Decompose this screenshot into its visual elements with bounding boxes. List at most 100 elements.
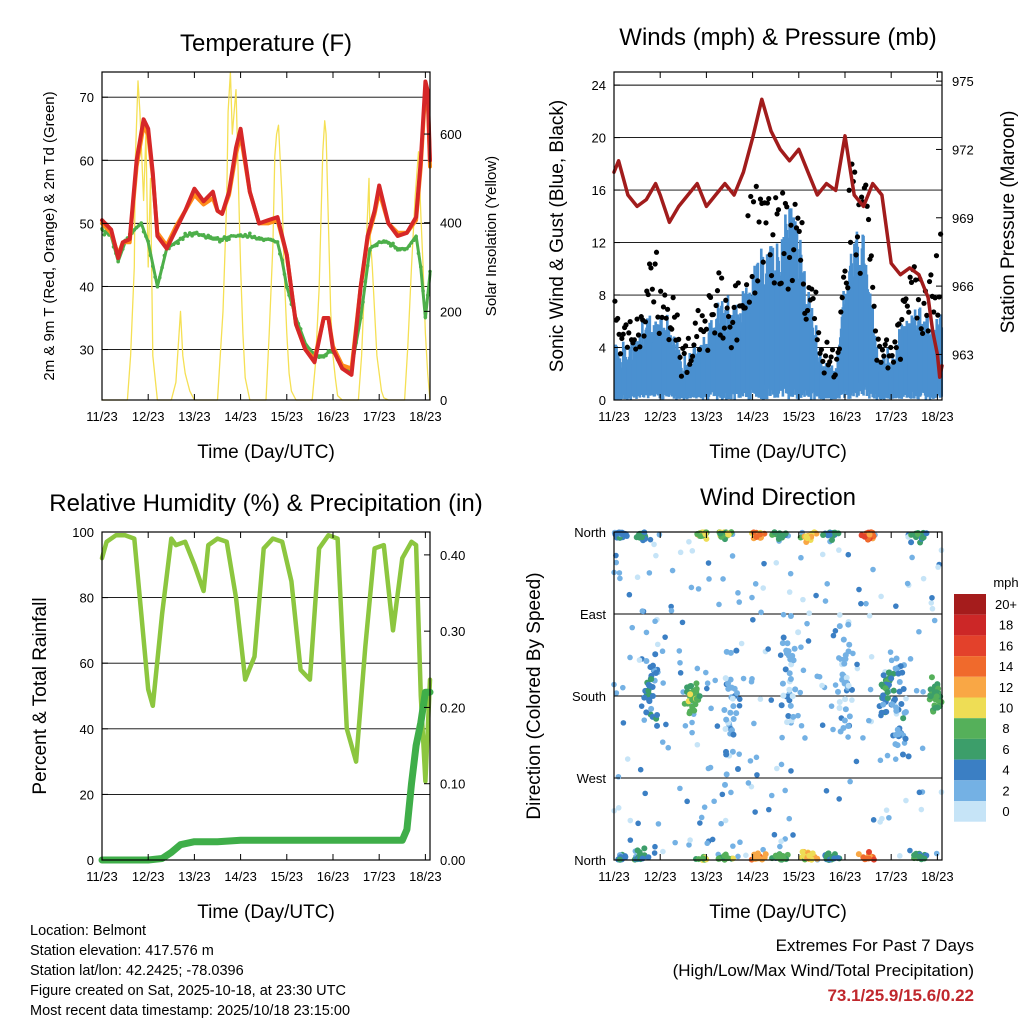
gust-point	[746, 299, 752, 305]
dewpoint-point	[405, 246, 409, 251]
direction-point	[902, 709, 909, 716]
direction-point	[652, 843, 658, 850]
direction-point	[892, 756, 899, 762]
direction-point	[836, 704, 843, 711]
y-tick-label: 20	[592, 131, 606, 146]
direction-point	[771, 831, 778, 838]
direction-point	[790, 832, 796, 838]
direction-point	[832, 628, 839, 634]
direction-point	[704, 680, 711, 687]
gust-point	[670, 295, 676, 301]
legend-label: 16	[999, 638, 1013, 653]
gust-point	[681, 350, 687, 357]
dewpoint-point	[416, 251, 421, 256]
direction-point	[847, 778, 853, 785]
gust-point	[727, 324, 733, 330]
direction-point	[916, 789, 923, 796]
direction-point	[672, 839, 678, 846]
direction-point	[730, 843, 736, 849]
wind-direction-gridlines	[614, 531, 942, 861]
direction-point	[642, 790, 648, 797]
dewpoint-point	[227, 237, 231, 242]
direction-point	[736, 696, 743, 702]
gust-point	[892, 339, 898, 345]
direction-point	[716, 601, 722, 608]
direction-point	[780, 611, 787, 618]
direction-point	[849, 697, 855, 703]
direction-point	[886, 814, 892, 821]
direction-point	[883, 708, 890, 715]
direction-point	[722, 817, 729, 824]
gust-point	[854, 234, 861, 240]
winds-y-ticks: 0 4 8 12 16 20 24	[592, 78, 620, 408]
legend-label: 14	[999, 659, 1013, 674]
y-tick-label: North	[574, 853, 606, 868]
direction-point	[860, 735, 866, 741]
direction-point	[733, 710, 740, 717]
gust-point	[620, 331, 626, 337]
gust-point	[617, 351, 624, 357]
legend-label: 2	[1002, 783, 1009, 798]
gust-point	[784, 204, 790, 210]
y2-tick-label: 400	[440, 216, 462, 231]
humidity-series	[98, 533, 434, 864]
gust-point	[633, 346, 639, 352]
gust-point	[719, 275, 725, 281]
direction-point	[616, 570, 623, 576]
direction-point	[649, 692, 656, 699]
direction-point	[845, 551, 852, 558]
gust-point	[626, 330, 632, 336]
gust-point	[766, 196, 772, 202]
temperature-series	[100, 71, 432, 401]
dewpoint-point	[146, 239, 150, 244]
station-location: Location: Belmont	[30, 923, 147, 939]
dewpoint-point	[418, 265, 423, 269]
direction-point	[841, 717, 848, 724]
gust-point	[616, 331, 622, 337]
direction-point	[665, 744, 672, 751]
direction-point	[819, 682, 825, 689]
direction-point	[931, 617, 938, 624]
direction-point	[785, 648, 792, 655]
y2-tick-label: 600	[440, 127, 462, 142]
gust-point	[799, 220, 805, 226]
gust-point	[792, 201, 798, 207]
direction-point	[884, 689, 891, 696]
dewpoint-point	[412, 238, 416, 243]
gust-point	[846, 187, 852, 193]
direction-point	[620, 720, 627, 726]
winds-title: Winds (mph) & Pressure (mb)	[619, 24, 936, 51]
direction-point	[643, 657, 650, 664]
direction-point	[695, 586, 702, 592]
direction-point	[787, 675, 794, 682]
gust-point	[871, 303, 877, 309]
gust-point	[791, 247, 797, 253]
gust-point	[780, 190, 786, 196]
humidity-y2-ticks: 0.00 0.10 0.20 0.30 0.40	[424, 548, 465, 868]
gust-point	[771, 280, 777, 286]
direction-point	[845, 682, 852, 689]
dewpoint-point	[388, 244, 393, 248]
gust-point	[646, 261, 653, 267]
legend-swatch	[954, 780, 986, 801]
legend-swatch	[954, 718, 986, 739]
direction-point	[835, 688, 842, 695]
winds-series	[612, 97, 944, 400]
x-tick-label: 14/23	[224, 409, 257, 424]
direction-point	[785, 713, 792, 720]
gust-point	[743, 282, 750, 288]
direction-point	[647, 664, 654, 671]
y-tick-label: 0	[599, 393, 606, 408]
dewpoint-point	[391, 241, 395, 246]
direction-point	[687, 691, 694, 698]
gust-point	[730, 319, 736, 326]
direction-point	[627, 837, 634, 843]
gust-point	[742, 305, 748, 311]
dewpoint-point	[160, 265, 164, 270]
direction-point	[854, 665, 861, 672]
direction-point	[663, 721, 669, 728]
winds-ylabel: Sonic Wind & Gust (Blue, Black)	[547, 100, 568, 372]
direction-point	[840, 636, 847, 643]
wind-direction-x-ticks: 11/23 12/23 13/23 14/23 15/23 16/23 17/23 18/23	[598, 532, 954, 884]
gust-point	[658, 288, 664, 294]
